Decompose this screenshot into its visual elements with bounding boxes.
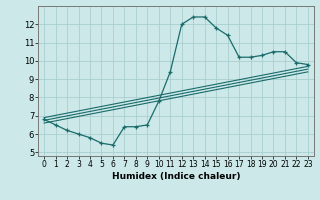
X-axis label: Humidex (Indice chaleur): Humidex (Indice chaleur) — [112, 172, 240, 181]
